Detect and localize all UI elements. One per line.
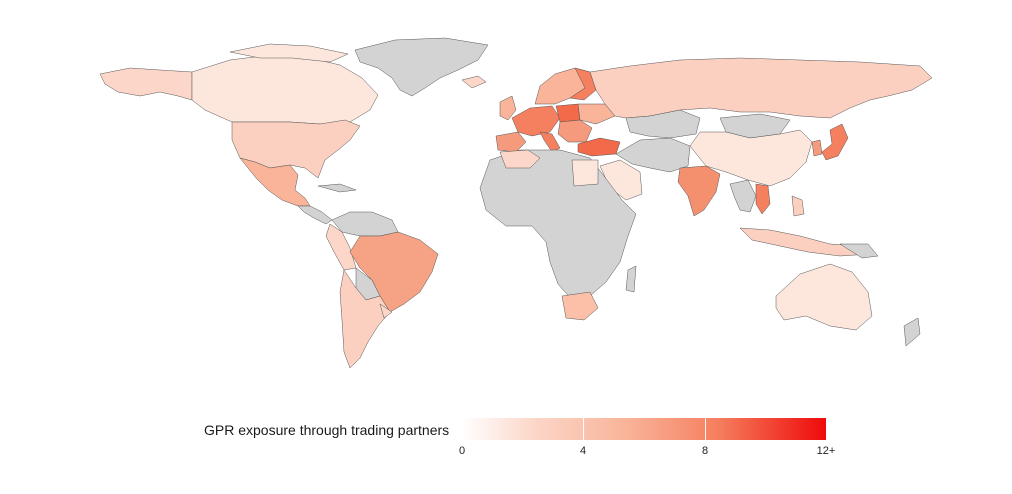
legend-label-0: 0 — [458, 445, 466, 457]
region-new-zealand — [903, 317, 921, 347]
region-russia — [589, 57, 933, 119]
region-brazil — [349, 231, 439, 313]
legend-tick-8-line — [705, 418, 706, 440]
region-vietnam — [755, 183, 771, 215]
region-kazakhstan — [625, 109, 701, 139]
legend-label-4: 4 — [579, 445, 587, 457]
region-argentina — [339, 269, 391, 369]
region-central-america — [297, 205, 333, 225]
region-canada — [191, 54, 379, 125]
region-japan — [821, 123, 849, 161]
region-middle-east — [615, 137, 691, 173]
region-iceland — [461, 75, 487, 89]
region-italy — [539, 131, 561, 153]
region-papua — [839, 243, 879, 259]
region-southeast-asia — [729, 179, 757, 213]
region-india — [677, 165, 721, 217]
region-western-europe — [511, 105, 561, 137]
region-egypt — [571, 159, 599, 187]
legend-gradient-bar — [462, 418, 826, 440]
region-caribbean — [317, 183, 357, 193]
region-philippines — [791, 195, 805, 217]
color-legend: GPR exposure through trading partners 0 … — [0, 405, 1012, 485]
region-uk — [499, 95, 517, 121]
region-indonesia — [739, 227, 871, 257]
region-south-africa — [561, 291, 599, 321]
region-canada-islands — [229, 43, 349, 63]
region-australia — [775, 263, 873, 331]
region-ukraine — [577, 103, 616, 125]
legend-title: GPR exposure through trading partners — [204, 422, 450, 438]
region-uruguay — [379, 303, 393, 319]
region-north-africa — [499, 149, 541, 169]
region-mexico — [239, 157, 311, 207]
legend-tick-4-line — [583, 418, 584, 440]
region-madagascar — [625, 265, 637, 293]
region-iberia — [495, 131, 527, 153]
region-alaska — [99, 67, 193, 101]
legend-label-8: 8 — [701, 445, 709, 457]
world-map — [99, 37, 933, 369]
legend-label-12: 12+ — [816, 445, 836, 457]
region-poland — [555, 103, 581, 123]
region-peru — [325, 223, 357, 271]
region-china — [689, 129, 813, 187]
region-eastern-europe — [557, 119, 593, 143]
region-korea — [811, 139, 823, 157]
region-greenland — [354, 37, 489, 97]
